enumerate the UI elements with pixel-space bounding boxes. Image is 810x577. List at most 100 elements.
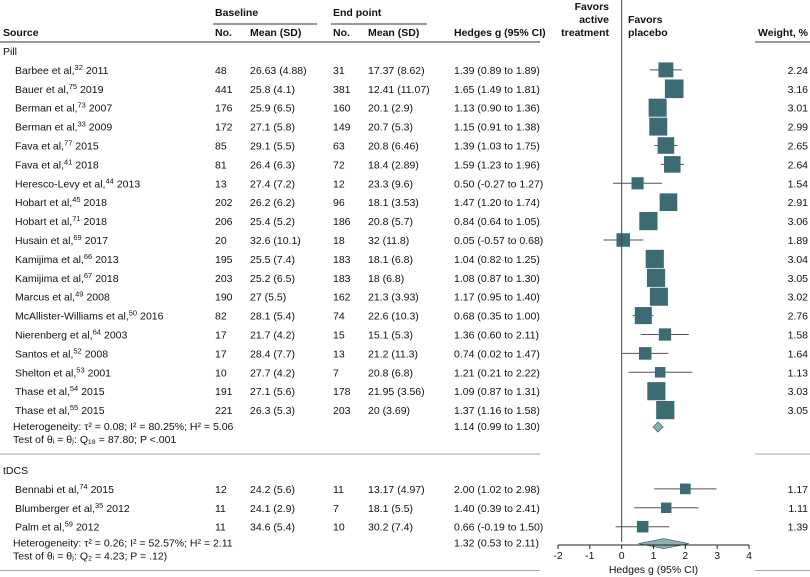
hedges-ci-text: 1.47 (1.20 to 1.74) <box>454 197 540 209</box>
pooled-ci-text: 1.14 (0.99 to 1.30) <box>454 421 540 433</box>
baseline-n: 17 <box>215 330 227 342</box>
study-source: Santos et al,52 2008 <box>15 346 108 361</box>
baseline-mean: 34.6 (5.4) <box>250 522 295 534</box>
study-source: Barbee et al,32 2011 <box>15 62 109 77</box>
baseline-n: 81 <box>215 159 227 171</box>
endpoint-mean: 32 (11.8) <box>368 235 409 247</box>
weight-value: 2.24 <box>788 65 809 77</box>
x-axis-title: Hedges g (95% CI) <box>609 564 698 576</box>
header-weight: Weight, % <box>758 27 809 39</box>
study-ref: 73 <box>77 100 85 109</box>
study-ref: 74 <box>79 481 87 490</box>
study-source: McAllister-Williams et al,50 2016 <box>15 308 164 323</box>
study-marker <box>657 137 675 154</box>
study-source: Berman et al,73 2007 <box>15 100 112 115</box>
baseline-n: 11 <box>215 522 226 534</box>
study-author: Marcus et al, <box>15 292 75 304</box>
hedges-ci-text: 0.66 (-0.19 to 1.50) <box>454 522 543 534</box>
study-marker <box>647 382 666 401</box>
header-baseline: Baseline <box>215 7 258 19</box>
endpoint-n: 149 <box>333 122 351 134</box>
study-author: Thase et al, <box>15 405 70 417</box>
baseline-mean: 25.8 (4.1) <box>250 84 295 96</box>
study-author: Fava et al, <box>15 159 64 171</box>
endpoint-mean: 18.1 (3.53) <box>368 197 419 209</box>
study-year: 2018 <box>84 216 108 228</box>
hedges-ci-text: 0.50 (-0.27 to 1.27) <box>454 178 543 190</box>
study-year: 2008 <box>85 348 109 360</box>
header-favors-active: Favors <box>575 1 610 13</box>
study-author: Hobart et al, <box>15 216 72 228</box>
endpoint-mean: 21.2 (11.3) <box>368 348 418 360</box>
x-tick-label: 4 <box>746 550 752 562</box>
study-source: Nierenberg et al,64 2003 <box>15 327 128 342</box>
baseline-n: 206 <box>215 216 233 228</box>
endpoint-n: 96 <box>333 197 345 209</box>
study-author: McAllister-Williams et al, <box>15 311 129 323</box>
study-ref: 69 <box>73 233 81 242</box>
baseline-n: 10 <box>215 367 227 379</box>
study-ref: 71 <box>72 214 80 223</box>
study-marker <box>658 62 674 78</box>
baseline-mean: 25.4 (5.2) <box>250 216 295 228</box>
hedges-ci-text: 1.04 (0.82 to 1.25) <box>454 254 540 266</box>
baseline-n: 191 <box>215 386 233 398</box>
hedges-ci-text: 2.00 (1.02 to 2.98) <box>454 484 540 496</box>
baseline-mean: 28.4 (7.7) <box>250 348 295 360</box>
baseline-mean: 24.2 (5.6) <box>250 484 295 496</box>
header-favors-active: treatment <box>561 27 609 39</box>
endpoint-n: 7 <box>333 367 339 379</box>
study-year: 2019 <box>80 84 104 96</box>
baseline-mean: 27.7 (4.2) <box>250 367 295 379</box>
study-year: 2012 <box>76 522 100 534</box>
header-no-endpoint: No. <box>333 27 350 39</box>
baseline-n: 48 <box>215 65 227 77</box>
x-tick-label: 1 <box>651 550 657 562</box>
heterogeneity-text: Heterogeneity: τ² = 0.26; I² = 52.57%; H… <box>13 538 233 550</box>
study-marker <box>659 193 678 212</box>
study-year: 2017 <box>85 235 109 247</box>
group-label: Pill <box>3 46 17 58</box>
weight-value: 2.65 <box>788 141 809 153</box>
endpoint-n: 381 <box>333 84 351 96</box>
hedges-ci-text: 1.15 (0.91 to 1.38) <box>454 122 540 134</box>
study-year: 2012 <box>106 503 130 515</box>
hedges-ci-text: 0.84 (0.64 to 1.05) <box>454 216 540 228</box>
study-year: 2015 <box>81 405 105 417</box>
weight-value: 2.64 <box>788 159 809 171</box>
study-author: Kamijima et al, <box>15 273 84 285</box>
hedges-ci-text: 1.08 (0.87 to 1.30) <box>454 273 540 285</box>
study-ref: 32 <box>75 62 83 71</box>
endpoint-n: 183 <box>333 254 351 266</box>
study-ref: 50 <box>129 308 137 317</box>
endpoint-mean: 20 (3.69) <box>368 405 410 417</box>
endpoint-mean: 23.3 (9.6) <box>368 178 413 190</box>
study-marker <box>634 307 652 325</box>
hedges-ci-text: 1.39 (0.89 to 1.89) <box>454 65 540 77</box>
study-source: Shelton et al,53 2001 <box>15 365 111 380</box>
baseline-n: 176 <box>215 103 233 115</box>
study-author: Hobart et al, <box>15 197 72 209</box>
weight-value: 3.05 <box>788 405 809 417</box>
header-endpoint: End point <box>333 7 382 19</box>
study-ref: 49 <box>75 289 83 298</box>
baseline-mean: 25.2 (6.5) <box>250 273 295 285</box>
study-author: Palm et al, <box>15 522 65 534</box>
endpoint-mean: 20.8 (6.8) <box>368 367 413 379</box>
study-author: Berman et al, <box>15 122 77 134</box>
study-source: Bennabi et al,74 2015 <box>15 481 114 496</box>
study-marker <box>658 328 672 341</box>
study-year: 2001 <box>88 367 112 379</box>
baseline-n: 11 <box>215 503 226 515</box>
study-year: 2009 <box>89 122 113 134</box>
baseline-mean: 27.1 (5.8) <box>250 122 295 134</box>
pooled-diamond <box>638 538 689 550</box>
weight-value: 1.54 <box>788 178 809 190</box>
test-text: Test of θᵢ = θⱼ: Q₁₈ = 87.80; P <.001 <box>13 434 176 446</box>
study-year: 2003 <box>104 330 128 342</box>
endpoint-mean: 12.41 (11.07) <box>368 84 430 96</box>
baseline-n: 221 <box>215 405 233 417</box>
weight-value: 2.91 <box>788 197 809 209</box>
